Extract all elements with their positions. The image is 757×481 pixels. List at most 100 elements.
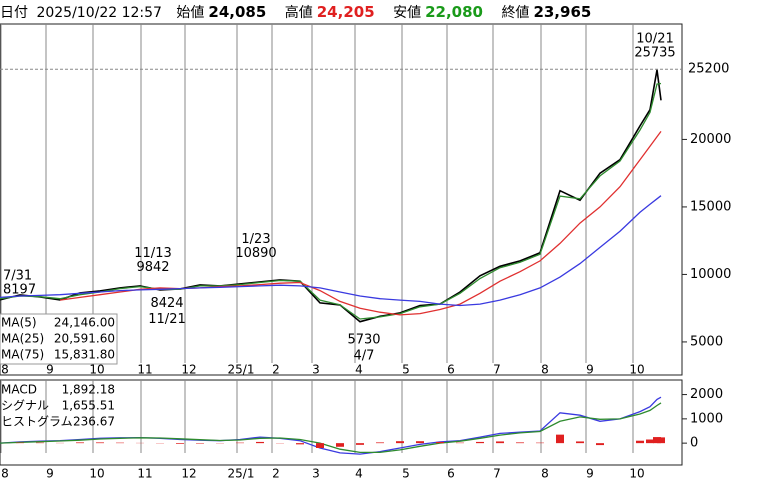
legend-name: MA(75): [1, 348, 44, 362]
x-tick-label: 9: [46, 467, 54, 481]
series-line: [0, 195, 662, 307]
x-tick-label: 11: [137, 363, 152, 377]
legend-value: 1,655.51: [62, 399, 115, 413]
annotation-value: 8424: [150, 296, 183, 311]
annotation-value: 5730: [347, 333, 380, 348]
histogram-bar: [356, 443, 364, 445]
histogram-bar: [96, 442, 104, 444]
x-tick-label: 10: [89, 467, 104, 481]
annotation-date: 4/7: [354, 349, 375, 364]
legend-name: ヒストグラム: [1, 415, 73, 429]
histogram-bar: [416, 441, 424, 444]
x-tick-label: 10: [629, 363, 644, 377]
histogram-bar: [657, 437, 665, 444]
histogram-bar: [576, 441, 584, 444]
x-tick-label: 6: [447, 363, 455, 377]
legend-value: 1,892.18: [62, 383, 115, 397]
histogram-bar: [316, 443, 324, 448]
date-label: 日付: [0, 5, 28, 21]
histogram-bar: [296, 443, 304, 445]
x-tick-label: 4: [355, 467, 363, 481]
x-tick-label: 4: [355, 363, 363, 377]
plot-area: [0, 396, 665, 455]
close-label: 終値: [501, 5, 530, 21]
annotation-date: 11/13: [134, 246, 171, 261]
close-value: 23,965: [533, 3, 592, 21]
x-tick-label: 8: [1, 467, 9, 481]
low-value: 22,080: [425, 3, 483, 21]
high-value: 24,205: [316, 3, 375, 21]
x-tick-label: 6: [447, 467, 455, 481]
legend-name: MACD: [1, 383, 37, 397]
annotation-value: 25735: [634, 46, 675, 61]
annotation-date: 11/21: [148, 312, 185, 327]
histogram-bar: [176, 443, 184, 444]
header: 日付 2025/10/22 12:57 始値 24,085 高値 24,205 安値…: [0, 0, 757, 24]
annotation-date: 10/21: [636, 32, 673, 47]
panel-frame: [0, 379, 683, 466]
annotation-date: 7/31: [3, 268, 32, 283]
x-tick-label: 2: [272, 467, 280, 481]
histogram-bar: [496, 441, 504, 444]
y-tick-label: 15000: [690, 199, 731, 214]
open-value: 24,085: [208, 3, 267, 21]
annotation-value: 10890: [235, 246, 276, 261]
x-tick-label: 12: [181, 363, 196, 377]
open-label: 始値: [176, 5, 205, 21]
histogram-bar: [396, 441, 404, 444]
x-tick-label: 8: [541, 363, 549, 377]
histogram-bar: [376, 442, 384, 444]
legend-value: 20,591.60: [54, 332, 115, 346]
reference-label: 25200: [688, 62, 729, 77]
series-line: [0, 402, 662, 454]
x-tick-label: 7: [493, 467, 501, 481]
histogram-bar: [336, 443, 344, 447]
x-tick-label: 12: [181, 467, 196, 481]
x-tick-label: 8: [541, 467, 549, 481]
x-tick-label: 3: [312, 363, 320, 377]
y-tick-label: 0: [690, 436, 698, 451]
annotation-value: 9842: [136, 260, 169, 275]
y-tick-label: 1000: [690, 411, 723, 426]
y-tick-label: 2000: [690, 387, 723, 402]
x-tick-label: 5: [402, 363, 410, 377]
plot-area: [0, 69, 662, 323]
x-tick-label: 11: [137, 467, 152, 481]
datetime: 2025/10/22 12:57: [36, 5, 162, 21]
legend-value: 24,146.00: [54, 316, 115, 330]
x-tick-label: 9: [586, 363, 594, 377]
legend-value: 236.67: [73, 415, 115, 429]
legend-value: 15,831.80: [54, 348, 115, 362]
legend-name: シグナル: [1, 399, 49, 413]
panel-frame: [0, 23, 683, 376]
x-tick-label: 8: [1, 363, 9, 377]
x-tick-label: 10: [629, 467, 644, 481]
x-tick-label: 9: [46, 363, 54, 377]
high-label: 高値: [284, 5, 313, 21]
histogram-bar: [76, 442, 84, 444]
annotation-date: 1/23: [241, 232, 270, 247]
histogram-bar: [636, 440, 644, 444]
low-label: 安値: [393, 5, 422, 21]
x-tick-label: 25/1: [228, 363, 255, 377]
x-tick-label: 9: [586, 467, 594, 481]
series-line: [0, 82, 662, 320]
x-tick-label: 10: [89, 363, 104, 377]
y-tick-label: 20000: [690, 132, 731, 147]
histogram-bar: [596, 443, 604, 446]
histogram-bar: [556, 434, 564, 444]
histogram-bar: [436, 441, 444, 444]
x-tick-label: 7: [493, 363, 501, 377]
series-line: [59, 131, 662, 316]
x-tick-label: 5: [402, 467, 410, 481]
legend-box: [0, 313, 118, 365]
legend-name: MA(25): [1, 332, 44, 346]
x-tick-label: 25/1: [228, 467, 255, 481]
annotation-value: 8197: [3, 282, 36, 297]
histogram-bar: [476, 441, 484, 444]
histogram-bar: [646, 439, 654, 444]
y-tick-label: 10000: [690, 267, 731, 282]
histogram-bar: [516, 442, 524, 444]
